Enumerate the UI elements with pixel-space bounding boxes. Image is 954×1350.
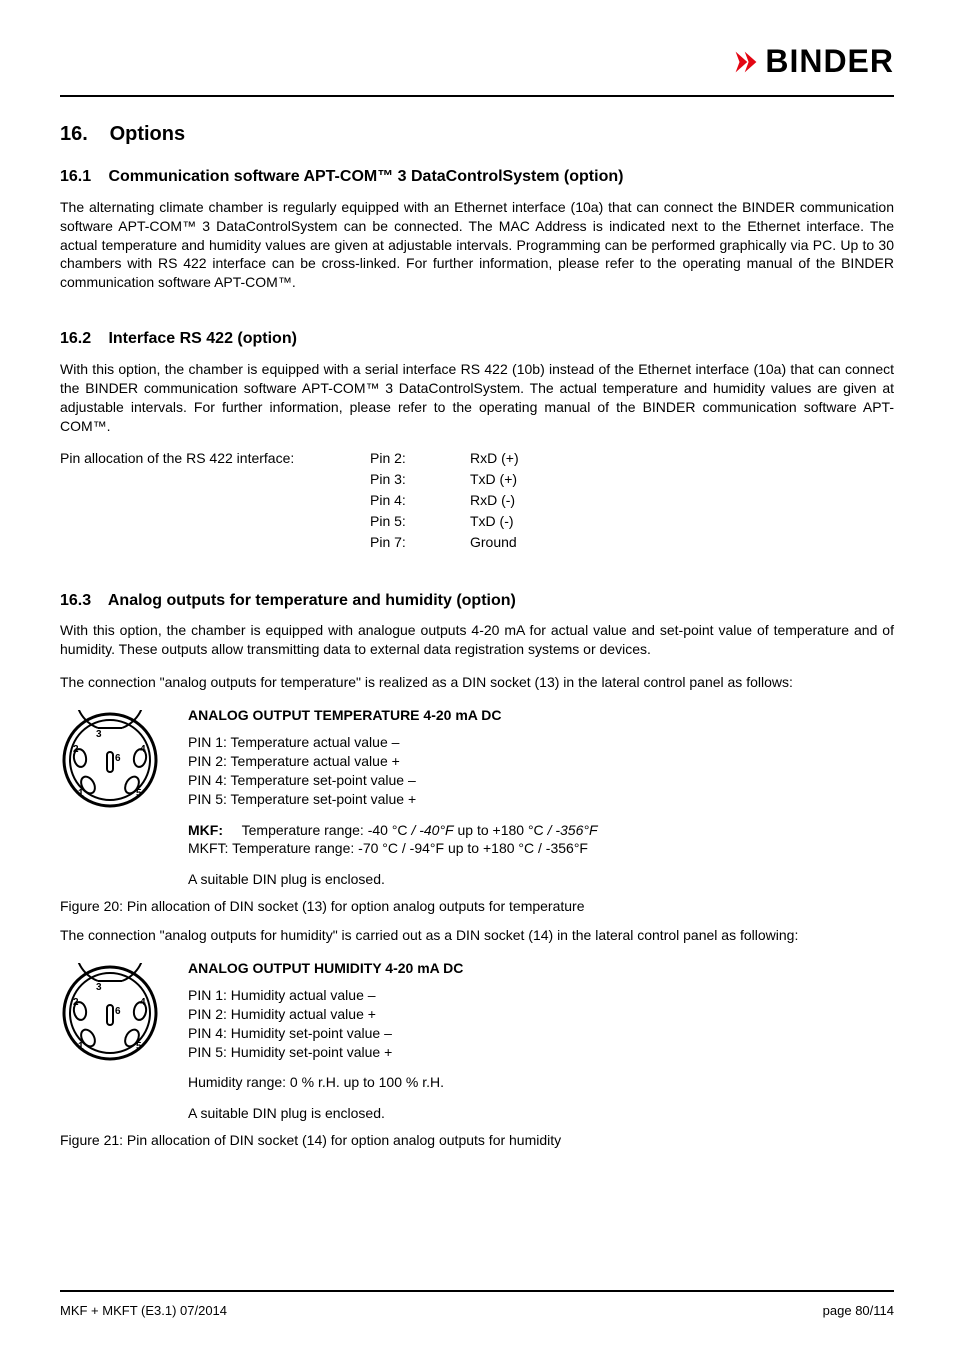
table-row: Pin 3: TxD (+): [60, 470, 894, 489]
pin-name: Pin 2:: [370, 449, 470, 468]
subsection-number: 16.2: [60, 328, 104, 350]
section-title-text: Options: [110, 123, 186, 145]
svg-text:1: 1: [78, 1041, 84, 1052]
svg-text:5: 5: [136, 788, 142, 799]
subsection-16-3: 16.3 Analog outputs for temperature and …: [60, 590, 894, 612]
range-line: MKF: Temperature range: -40 °C / -40°F u…: [188, 821, 894, 840]
pin-description: PIN 2: Temperature actual value +: [188, 752, 894, 771]
pin-name: Pin 3:: [370, 470, 470, 489]
plug-note: A suitable DIN plug is enclosed.: [188, 870, 894, 889]
svg-text:5: 5: [136, 1041, 142, 1052]
table-row: Pin 4: RxD (-): [60, 491, 894, 510]
range-line: MKFT: Temperature range: -70 °C / -94°F …: [188, 839, 894, 858]
table-row: Pin allocation of the RS 422 interface: …: [60, 449, 894, 468]
pin-name: Pin 4:: [370, 491, 470, 510]
body-text: With this option, the chamber is equippe…: [60, 621, 894, 659]
pin-signal: RxD (+): [470, 449, 519, 468]
section-number: 16.: [60, 121, 104, 148]
pin-description: PIN 4: Temperature set-point value –: [188, 771, 894, 790]
pin-description: PIN 4: Humidity set-point value –: [188, 1024, 894, 1043]
svg-text:6: 6: [115, 753, 121, 764]
range-text: up to +180 °C: [444, 840, 538, 856]
table-row: Pin 7: Ground: [60, 533, 894, 552]
svg-text:3: 3: [96, 982, 102, 993]
range-italic: / -40°F: [411, 822, 453, 838]
svg-text:2: 2: [73, 744, 79, 755]
body-text: The connection "analog outputs for tempe…: [60, 673, 894, 692]
logo-arrow-icon: [733, 49, 759, 75]
figure-caption: Figure 21: Pin allocation of DIN socket …: [60, 1131, 894, 1150]
footer-right: page 80/114: [823, 1302, 894, 1320]
svg-text:3: 3: [96, 729, 102, 740]
pin-signal: TxD (+): [470, 470, 517, 489]
page-footer: MKF + MKFT (E3.1) 07/2014 page 80/114: [60, 1290, 894, 1320]
pin-name: Pin 7:: [370, 533, 470, 552]
page-content: 16. Options 16.1 Communication software …: [60, 121, 894, 1290]
din-socket-icon: 3 2 4 1 5 6: [60, 706, 160, 815]
subsection-16-2: 16.2 Interface RS 422 (option): [60, 328, 894, 350]
pin-description: PIN 1: Humidity actual value –: [188, 986, 894, 1005]
figure-caption: Figure 20: Pin allocation of DIN socket …: [60, 897, 894, 916]
range-italic: / -356°F: [548, 822, 598, 838]
subsection-title: Interface RS 422 (option): [108, 330, 296, 347]
range-text: up to +180 °C: [454, 822, 548, 838]
pin-description: PIN 2: Humidity actual value +: [188, 1005, 894, 1024]
pin-description: PIN 5: Temperature set-point value +: [188, 790, 894, 809]
subsection-number: 16.3: [60, 590, 104, 612]
pin-table: Pin allocation of the RS 422 interface: …: [60, 449, 894, 551]
body-text: The connection "analog outputs for humid…: [60, 926, 894, 945]
svg-text:6: 6: [115, 1006, 121, 1017]
svg-text:4: 4: [140, 997, 146, 1008]
pin-description: PIN 5: Humidity set-point value +: [188, 1043, 894, 1062]
din-socket-icon: 3 2 4 1 5 6: [60, 959, 160, 1068]
range-text: Temperature range: -40 °C: [242, 822, 412, 838]
svg-text:2: 2: [73, 997, 79, 1008]
body-text: With this option, the chamber is equippe…: [60, 360, 894, 436]
subsection-number: 16.1: [60, 166, 104, 188]
subsection-title: Communication software APT-COM™ 3 DataCo…: [108, 168, 623, 185]
page-header: BINDER: [60, 40, 894, 97]
section-heading: 16. Options: [60, 121, 894, 148]
range-text: Temperature range: -70 °C: [232, 840, 402, 856]
range-line: Humidity range: 0 % r.H. up to 100 % r.H…: [188, 1073, 894, 1092]
pin-signal: RxD (-): [470, 491, 515, 510]
table-row: Pin 5: TxD (-): [60, 512, 894, 531]
range-label: MKFT:: [188, 840, 228, 856]
subsection-title: Analog outputs for temperature and humid…: [108, 592, 516, 609]
body-text: The alternating climate chamber is regul…: [60, 198, 894, 292]
figure-block-temperature: 3 2 4 1 5 6 ANALOG OUTPUT TEMPERATURE 4-…: [60, 706, 894, 889]
range-label: MKF:: [188, 821, 238, 840]
figure-heading: ANALOG OUTPUT HUMIDITY 4-20 mA DC: [188, 959, 894, 978]
pin-signal: TxD (-): [470, 512, 514, 531]
brand-name: BINDER: [765, 40, 894, 83]
subsection-16-1: 16.1 Communication software APT-COM™ 3 D…: [60, 166, 894, 188]
range-italic: / -94°F: [402, 840, 444, 856]
pin-signal: Ground: [470, 533, 517, 552]
svg-text:1: 1: [78, 788, 84, 799]
figure-heading: ANALOG OUTPUT TEMPERATURE 4-20 mA DC: [188, 706, 894, 725]
pin-description: PIN 1: Temperature actual value –: [188, 733, 894, 752]
footer-left: MKF + MKFT (E3.1) 07/2014: [60, 1302, 227, 1320]
pin-label: Pin allocation of the RS 422 interface:: [60, 449, 370, 468]
svg-text:4: 4: [140, 744, 146, 755]
plug-note: A suitable DIN plug is enclosed.: [188, 1104, 894, 1123]
figure-block-humidity: 3 2 4 1 5 6 ANALOG OUTPUT HUMIDITY 4-20 …: [60, 959, 894, 1123]
pin-name: Pin 5:: [370, 512, 470, 531]
range-italic: / -356°F: [538, 840, 588, 856]
brand-logo: BINDER: [733, 40, 894, 83]
